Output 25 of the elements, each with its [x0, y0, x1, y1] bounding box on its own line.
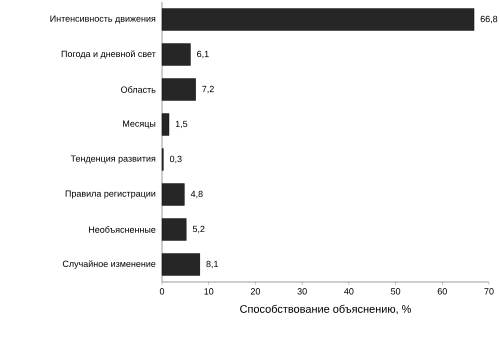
data-label: 6,1: [197, 50, 209, 58]
y-tick-label: Необъясненные: [89, 226, 156, 233]
y-tick-label: Месяцы: [123, 120, 156, 128]
data-label: 5,2: [192, 226, 204, 234]
y-tick-label: Случайное изменение: [62, 260, 156, 269]
y-tick-label: Область: [121, 86, 156, 93]
y-tick-label: Интенсивность движения: [50, 16, 156, 24]
x-tick-label: 50: [390, 288, 400, 295]
x-tick-label: 30: [298, 288, 307, 295]
data-label: 8,1: [206, 260, 218, 268]
x-tick-label: 20: [250, 288, 260, 295]
data-label: 66,8: [480, 16, 498, 24]
x-tick-label: 70: [484, 288, 494, 295]
x-axis-title: Способствование объяснению, %: [240, 304, 412, 314]
data-label: 0,3: [170, 156, 182, 164]
data-label: 1,5: [176, 120, 188, 128]
data-label: 7,2: [202, 86, 214, 94]
x-tick-label: 0: [160, 288, 164, 295]
y-tick-label: Правила регистрации: [66, 190, 156, 199]
y-tick-label: Погода и дневной свет: [62, 50, 156, 59]
x-tick-label: 10: [204, 288, 214, 295]
x-tick-label: 60: [438, 288, 447, 295]
x-tick-label: 40: [344, 288, 354, 295]
y-tick-label: Тенденция развития: [70, 155, 156, 164]
data-label: 4,8: [190, 190, 203, 198]
